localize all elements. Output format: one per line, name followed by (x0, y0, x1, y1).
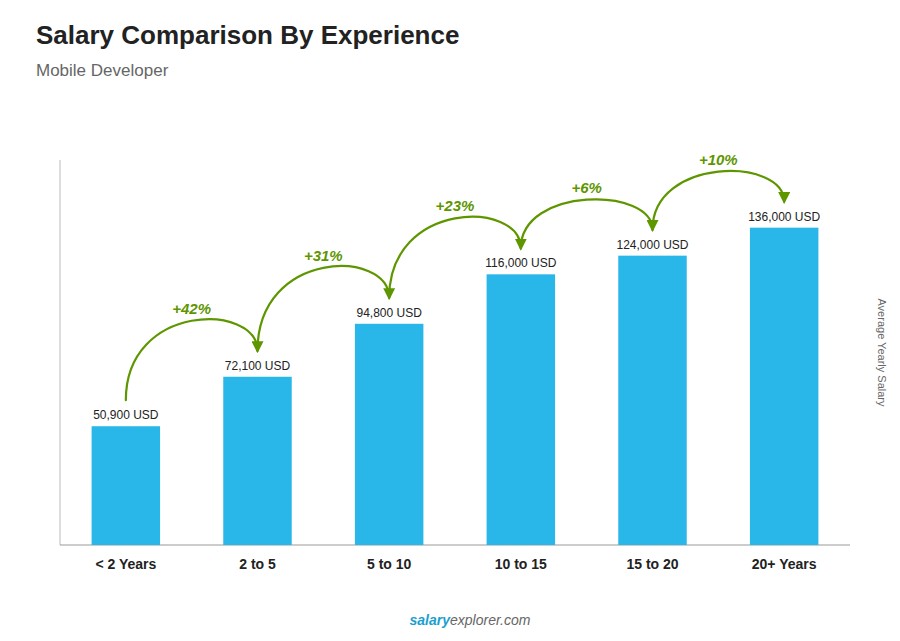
annotation: +23% (436, 197, 475, 214)
footer: explorer.com (450, 612, 531, 628)
chart-container: Salary Comparison By Experience Mobile De… (0, 0, 900, 641)
change-arc (653, 171, 785, 230)
change-arc (389, 217, 521, 298)
data-label: 94,800 USD (356, 306, 422, 320)
chart-svg: Salary Comparison By Experience Mobile De… (0, 0, 900, 641)
x-tick-label: 10 to 15 (495, 556, 547, 572)
y-axis-line (60, 160, 61, 545)
bars (92, 228, 819, 545)
data-label: 50,900 USD (93, 408, 159, 422)
x-tick-label: 2 to 5 (239, 556, 276, 572)
data-label: 72,100 USD (225, 359, 291, 373)
bar (750, 228, 818, 545)
y-axis-label: Average Yearly Salary (876, 298, 888, 407)
change-arc (258, 266, 390, 351)
bar (487, 274, 555, 545)
annotation: +31% (304, 247, 343, 264)
data-label: 124,000 USD (616, 238, 688, 252)
change-arc (521, 199, 653, 248)
footer: salary (410, 612, 452, 628)
bar (223, 377, 291, 545)
data-label: 116,000 USD (485, 256, 556, 270)
annotation: +10% (699, 151, 738, 168)
x-axis-line (60, 545, 850, 546)
data-label: 136,000 USD (748, 210, 820, 224)
subtitle: Mobile Developer (36, 61, 169, 80)
title: Salary Comparison By Experience (36, 20, 459, 50)
annotation: +6% (571, 179, 601, 196)
background (0, 0, 900, 641)
bar (618, 256, 686, 545)
bar (355, 324, 423, 545)
x-tick-label: 20+ Years (752, 556, 817, 572)
bar (92, 426, 160, 545)
change-arc (126, 319, 258, 400)
x-tick-label: 5 to 10 (367, 556, 412, 572)
annotation: +42% (172, 300, 211, 317)
x-tick-label: 15 to 20 (626, 556, 678, 572)
x-tick-label: < 2 Years (95, 556, 156, 572)
